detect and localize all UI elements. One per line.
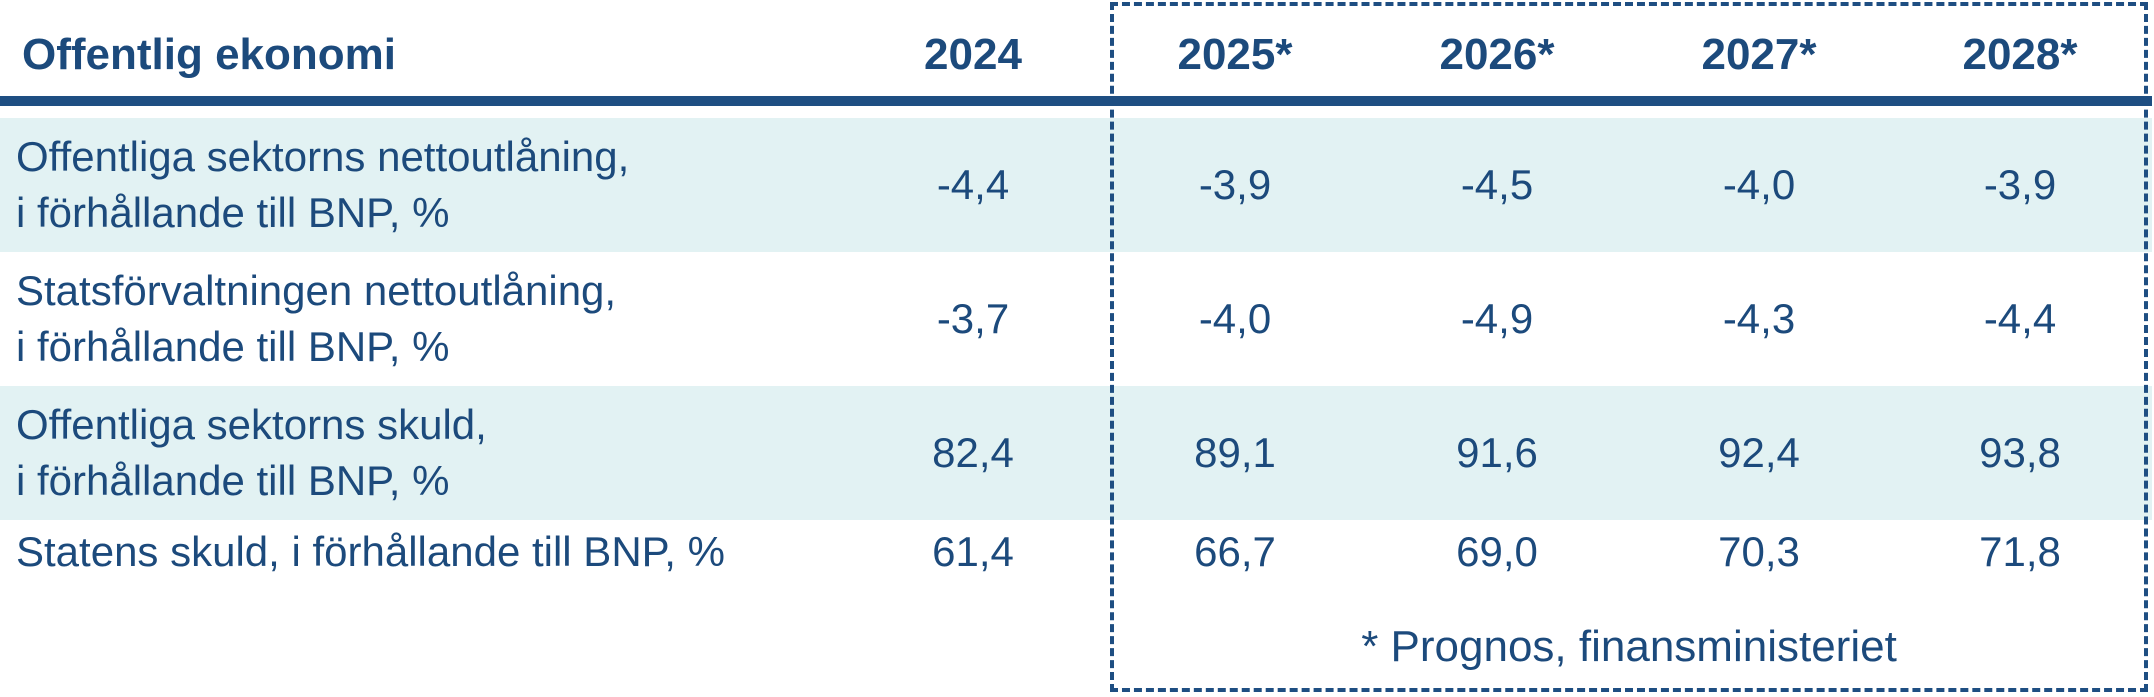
table-cell: -4,9	[1460, 295, 1534, 342]
table-cell: -4,4	[1983, 295, 2057, 342]
header-rule	[0, 96, 2152, 106]
table-cell: -3,7	[936, 295, 1010, 342]
table-row: Statens skuld, i förhållande till BNP, %…	[0, 502, 2152, 602]
forecast-footnote: * Prognos, finansministeriet	[1361, 622, 1897, 671]
row-label: Statens skuld, i förhållande till BNP, %	[16, 528, 725, 575]
table-row: Offentliga sektorns nettoutlåning, i för…	[0, 118, 2152, 252]
column-header-2027: 2027*	[1701, 30, 1817, 79]
row-label: Statsförvaltningen nettoutlåning, i förh…	[16, 267, 617, 370]
table-cell: -4,0	[1722, 161, 1796, 208]
table-cell: -3,9	[1983, 161, 2057, 208]
table-cell: 92,4	[1718, 429, 1800, 476]
table-cell: 93,8	[1979, 429, 2061, 476]
table-row: Offentliga sektorns skuld, i förhållande…	[0, 386, 2152, 520]
table-cell: 70,3	[1718, 528, 1800, 575]
column-header-2028: 2028*	[1962, 30, 2078, 79]
table-row: Statsförvaltningen nettoutlåning, i förh…	[0, 252, 2152, 386]
table-cell: 89,1	[1194, 429, 1276, 476]
column-header-2025: 2025*	[1177, 30, 1293, 79]
table-cell: -4,3	[1722, 295, 1796, 342]
table-cell: -4,0	[1198, 295, 1272, 342]
table-cell: 71,8	[1979, 528, 2061, 575]
table-title: Offentlig ekonomi	[22, 30, 396, 79]
table-cell: -4,4	[936, 161, 1010, 208]
row-label: Offentliga sektorns skuld, i förhållande…	[16, 401, 487, 504]
column-header-2024: 2024	[924, 30, 1022, 79]
table-cell: 66,7	[1194, 528, 1276, 575]
table-cell: 91,6	[1456, 429, 1538, 476]
table-cell: 61,4	[932, 528, 1014, 575]
table-cell: -4,5	[1460, 161, 1534, 208]
table-cell: 82,4	[932, 429, 1014, 476]
row-label: Offentliga sektorns nettoutlåning, i för…	[16, 133, 630, 236]
table-cell: -3,9	[1198, 161, 1272, 208]
column-header-2026: 2026*	[1439, 30, 1555, 79]
table-cell: 69,0	[1456, 528, 1538, 575]
